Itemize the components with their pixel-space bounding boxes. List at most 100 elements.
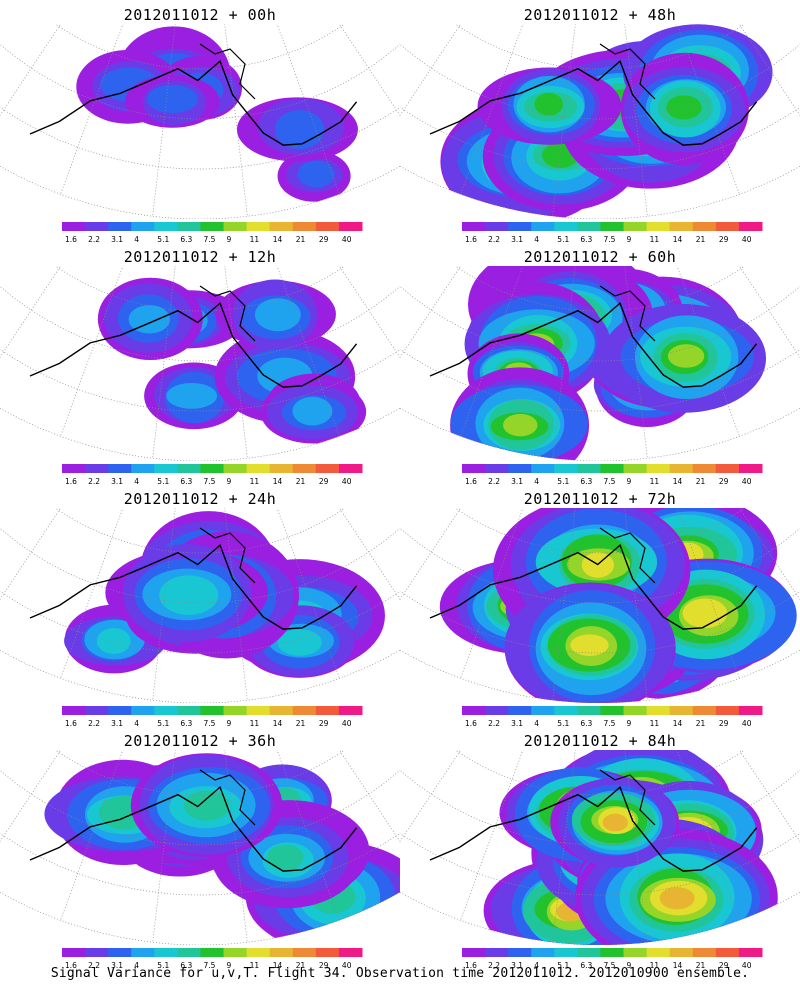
colorbar-segment — [462, 222, 486, 231]
colorbar-segment — [154, 706, 178, 715]
colorbar-segment — [554, 706, 578, 715]
colorbar-segment — [269, 222, 294, 231]
colorbar-segment — [62, 706, 86, 715]
panel-title: 2012011012 + 12h — [123, 248, 277, 266]
coastline — [29, 301, 358, 388]
variance-contour — [292, 396, 333, 426]
coastline — [199, 769, 256, 826]
forecast-panel: 2012011012 + 72h 1.6 2.2 3.1 4 5.1 6.3 7.5 9 11 14… — [400, 484, 800, 728]
colorbar-label: 5.1 — [557, 961, 569, 970]
polar-map — [400, 750, 800, 945]
variance-contour — [277, 629, 322, 656]
colorbar-segment — [85, 464, 109, 473]
colorbar-segment — [531, 464, 555, 473]
variance-contour — [267, 844, 304, 871]
colorbar-segment — [623, 464, 648, 473]
colorbar-label: 9 — [627, 235, 632, 244]
colorbar-segment — [246, 948, 271, 957]
colorbar-label: 2.2 — [488, 961, 500, 970]
coastline — [599, 43, 656, 100]
colorbar-label: 6.3 — [580, 719, 592, 728]
variance-contour — [666, 95, 702, 120]
colorbar-label: 3.1 — [111, 961, 123, 970]
colorbar-segment — [338, 222, 363, 231]
colorbar-segment — [646, 948, 671, 957]
colorbar-segment — [108, 464, 132, 473]
colorbar-label: 14 — [273, 961, 283, 970]
colorbar-segment — [338, 706, 363, 715]
colorbar-label: 9 — [627, 961, 632, 970]
colorbar-segment — [738, 464, 763, 473]
variance-field — [483, 750, 778, 945]
variance-field — [440, 24, 773, 219]
colorbar-label: 7.5 — [603, 235, 615, 244]
colorbar-segment — [269, 464, 294, 473]
colorbar-label: 14 — [673, 477, 683, 486]
colorbar-label: 1.6 — [465, 477, 477, 486]
colorbar-label: 6.3 — [580, 961, 592, 970]
colorbar-label: 9 — [227, 477, 232, 486]
colorbar-segment — [485, 948, 509, 957]
polar-map — [400, 266, 800, 461]
graticule — [400, 750, 800, 943]
colorbar-label: 40 — [342, 477, 352, 486]
colorbar-segment — [154, 948, 178, 957]
colorbar-segment — [692, 948, 717, 957]
variance-contour — [503, 413, 538, 437]
colorbar-segment — [338, 464, 363, 473]
forecast-panel: 2012011012 + 48h 1.6 2.2 3.1 4 5.1 6.3 7.5 9 11 14… — [400, 0, 800, 244]
colorbar-segment — [577, 948, 601, 957]
colorbar-segment — [462, 706, 486, 715]
variance-contour — [667, 344, 705, 368]
variance-contour — [184, 790, 230, 821]
colorbar-segment — [131, 706, 155, 715]
colorbar-label: 5.1 — [157, 477, 169, 486]
forecast-panel: 2012011012 + 12h 1.6 2.2 3.1 4 5.1 6.3 7.5 9 11 14… — [0, 242, 400, 486]
colorbar-label: 1.6 — [65, 961, 77, 970]
colorbar-label: 40 — [742, 477, 752, 486]
colorbar: 1.6 2.2 3.1 4 5.1 6.3 7.5 9 11 14 21 29 40 — [462, 222, 763, 244]
colorbar-segment — [154, 222, 178, 231]
coastline — [29, 785, 358, 872]
colorbar-segment — [485, 464, 509, 473]
colorbar-label: 7.5 — [203, 719, 215, 728]
colorbar-label: 5.1 — [557, 719, 569, 728]
colorbar-label: 6.3 — [180, 961, 192, 970]
colorbar-label: 21 — [696, 719, 706, 728]
colorbar-label: 11 — [650, 235, 660, 244]
colorbar-label: 1.6 — [65, 235, 77, 244]
colorbar-label: 14 — [673, 961, 683, 970]
colorbar-label: 11 — [250, 477, 260, 486]
colorbar-segment — [177, 464, 201, 473]
colorbar-label: 9 — [627, 719, 632, 728]
colorbar-label: 7.5 — [603, 961, 615, 970]
colorbar-label: 5.1 — [157, 235, 169, 244]
map-panels-grid: 2012011012 + 00h 1.6 2.2 3.1 4 5.1 6.3 7.5 9 11 14… — [0, 0, 800, 970]
colorbar-label: 3.1 — [111, 235, 123, 244]
colorbar-segment — [577, 706, 601, 715]
coastline — [429, 543, 758, 630]
colorbar-label: 21 — [296, 719, 306, 728]
colorbar-label: 4 — [134, 477, 139, 486]
colorbar-segment — [715, 706, 740, 715]
colorbar-label: 40 — [342, 235, 352, 244]
figure-caption: Signal Variance for u,v,T. Flight 34. Ob… — [50, 966, 750, 981]
variance-contour — [254, 298, 301, 332]
colorbar-label: 7.5 — [603, 477, 615, 486]
colorbar-segment — [692, 706, 717, 715]
colorbar-segment — [154, 464, 178, 473]
colorbar-segment — [200, 464, 225, 473]
colorbar-segment — [200, 948, 225, 957]
colorbar-segment — [338, 948, 363, 957]
variance-contour — [297, 160, 335, 188]
colorbar-label: 29 — [319, 235, 329, 244]
variance-contour — [147, 84, 198, 114]
colorbar-segment — [62, 948, 86, 957]
colorbar-label: 4 — [134, 235, 139, 244]
polar-map — [400, 24, 800, 219]
colorbar-label: 3.1 — [511, 961, 523, 970]
colorbar-segment — [623, 706, 648, 715]
forecast-panel: 2012011012 + 60h 1.6 2.2 3.1 4 5.1 6.3 7.5 9 11 14… — [400, 242, 800, 486]
colorbar-label: 3.1 — [111, 719, 123, 728]
coastline — [199, 43, 256, 100]
